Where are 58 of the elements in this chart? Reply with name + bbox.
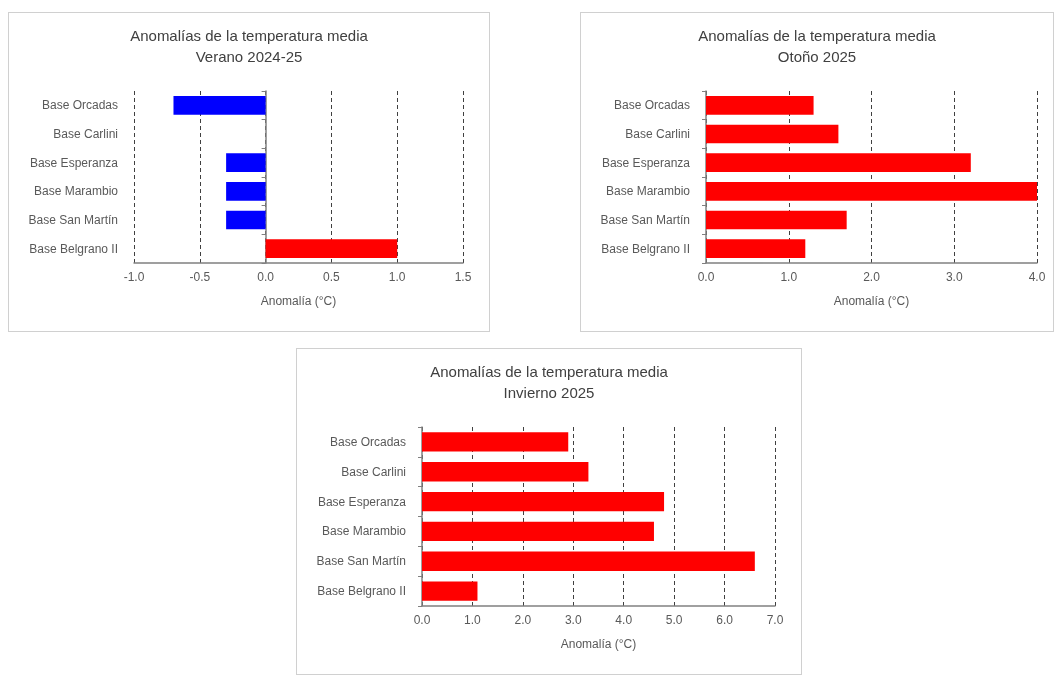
x-tick-label: 3.0 <box>564 613 582 627</box>
bar <box>422 491 665 512</box>
y-tick-label: Base San Martín <box>600 213 690 227</box>
chart-title: Anomalías de la temperatura media <box>130 27 369 44</box>
bar <box>706 96 814 115</box>
x-tick-label: 6.0 <box>716 613 734 627</box>
x-axis-title: Anomalía (°C) <box>560 637 637 651</box>
x-tick-label: 5.0 <box>665 613 683 627</box>
x-tick-label: 0.0 <box>413 613 431 627</box>
x-tick-label: 2.0 <box>863 270 881 284</box>
y-tick-label: Base Marambio <box>321 524 407 539</box>
x-tick-label: 1.5 <box>454 270 472 284</box>
chart-title: Anomalías de la temperatura media <box>430 363 669 380</box>
y-tick-label: Base Marambio <box>33 184 119 199</box>
y-tick-label: Base Esperanza <box>601 155 691 170</box>
y-tick-label: Base Esperanza <box>29 155 119 170</box>
chart-title: Anomalías de la temperatura media <box>698 27 937 44</box>
bar <box>706 182 1037 201</box>
y-tick-label: Base Carlini <box>341 464 406 479</box>
x-axis-title: Anomalía (°C) <box>260 294 337 308</box>
x-tick-label: -1.0 <box>123 270 145 284</box>
y-tick-label: Base Belgrano II <box>601 241 690 256</box>
chart-subtitle: Invierno 2025 <box>503 384 595 401</box>
chart-subtitle: Otoño 2025 <box>777 48 857 65</box>
x-tick-label: 7.0 <box>766 613 784 627</box>
x-tick-label: 1.0 <box>464 613 482 627</box>
y-tick-label: Base Carlini <box>625 127 690 141</box>
x-axis-title: Anomalía (°C) <box>833 294 910 308</box>
y-tick-label: Base Marambio <box>605 184 691 199</box>
x-tick-label: -0.5 <box>189 270 211 284</box>
x-tick-label: 0.0 <box>257 270 275 284</box>
x-tick-label: 3.0 <box>945 270 963 284</box>
x-tick-label: 4.0 <box>615 613 633 627</box>
y-tick-label: Base San Martín <box>316 554 406 569</box>
x-tick-label: 4.0 <box>1028 270 1046 284</box>
bar <box>706 210 847 230</box>
y-tick-label: Base Carlini <box>53 127 118 141</box>
bar <box>706 153 971 172</box>
bar <box>706 124 839 144</box>
x-tick-label: 0.0 <box>697 270 715 284</box>
x-tick-label: 0.5 <box>323 270 341 284</box>
y-tick-label: Base Belgrano II <box>317 584 406 599</box>
y-tick-label: Base Orcadas <box>41 98 118 113</box>
x-tick-label: 1.0 <box>388 270 406 284</box>
y-tick-label: Base Orcadas <box>329 434 406 449</box>
bar <box>422 581 478 601</box>
y-tick-label: Base San Martín <box>28 213 118 227</box>
bar <box>422 432 569 452</box>
bar <box>422 551 755 571</box>
y-tick-label: Base Belgrano II <box>29 241 118 256</box>
bar <box>422 462 589 482</box>
x-tick-label: 1.0 <box>780 270 798 284</box>
bar <box>422 521 654 542</box>
chart-subtitle: Verano 2024-25 <box>195 48 303 65</box>
bar <box>706 239 806 258</box>
x-tick-label: 2.0 <box>514 613 532 627</box>
y-tick-label: Base Orcadas <box>613 98 690 113</box>
y-tick-label: Base Esperanza <box>317 494 407 509</box>
